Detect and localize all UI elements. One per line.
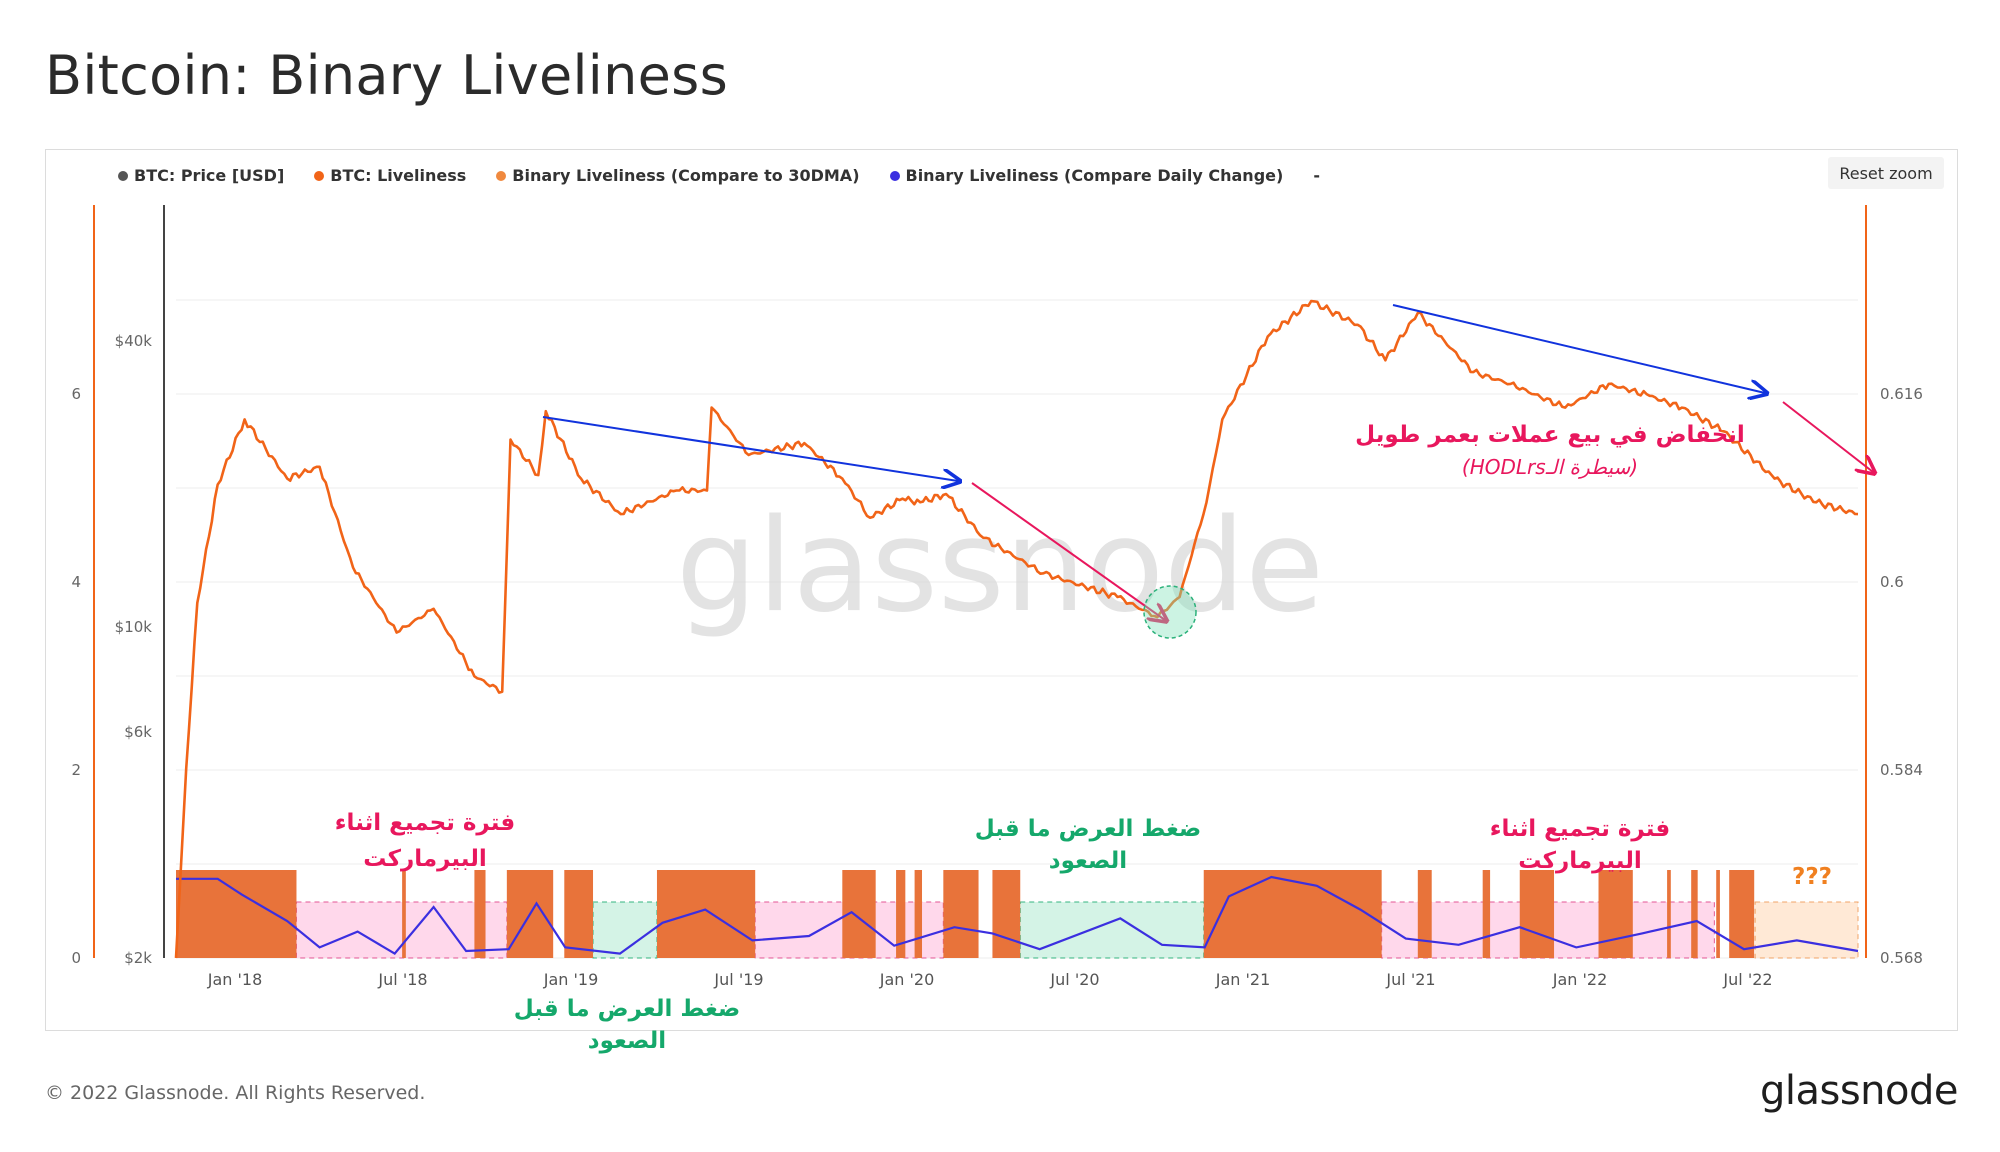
daily-change-line — [176, 875, 1859, 956]
annotation-text: فترة تجميع اثناء — [335, 810, 515, 836]
legend-item-price[interactable]: BTC: Price [USD] — [118, 166, 284, 185]
binary-bar — [656, 870, 756, 958]
binary-bar — [943, 870, 979, 958]
shaded-region — [1019, 901, 1205, 959]
legend-dot-icon — [889, 170, 900, 181]
trend-arrow-pink — [1782, 401, 1873, 472]
binary-bar — [1691, 870, 1698, 958]
binary-bar — [992, 870, 1021, 958]
watermark: glassnode — [676, 492, 1324, 641]
legend-label: Binary Liveliness (Compare to 30DMA) — [512, 166, 860, 185]
trend-arrow-pink — [971, 482, 1165, 620]
far-left-tick-label: 6 — [71, 385, 81, 403]
legend-label: BTC: Liveliness — [330, 166, 467, 185]
binary-bar — [1482, 870, 1491, 958]
annotation-text: البيرماركت — [1518, 848, 1641, 874]
chart-legend: BTC: Price [USD] BTC: Liveliness Binary … — [118, 166, 1320, 185]
annotation-text: الصعود — [588, 1028, 666, 1054]
brand-logo: glassnode — [1759, 1068, 1959, 1114]
price-tick-label: $2k — [124, 949, 152, 967]
right-tick-label: 0.6 — [1880, 573, 1904, 591]
reset-zoom-button[interactable]: Reset zoom — [1828, 157, 1944, 189]
price-tick-label: $6k — [124, 723, 152, 741]
price-tick-label: $10k — [115, 618, 153, 636]
annotation-text: ??? — [1792, 864, 1832, 890]
x-tick-label: Jul '18 — [377, 970, 427, 989]
legend-item-liveliness[interactable]: BTC: Liveliness — [314, 166, 466, 185]
far-left-tick-label: 2 — [71, 761, 81, 779]
binary-bar — [1729, 870, 1755, 958]
annotation-text: البيرماركت — [363, 846, 486, 872]
legend-dot-icon — [314, 170, 325, 181]
legend-item-binary-30dma[interactable]: Binary Liveliness (Compare to 30DMA) — [496, 166, 860, 185]
annotation-text: ضغط العرض ما قبل — [514, 996, 740, 1022]
copyright-text: © 2022 Glassnode. All Rights Reserved. — [45, 1082, 426, 1104]
legend-label: - — [1313, 166, 1320, 185]
x-tick-label: Jan '20 — [879, 970, 935, 989]
binary-bar — [176, 870, 297, 958]
right-tick-label: 0.584 — [1880, 761, 1923, 779]
annotation-text: فترة تجميع اثناء — [1490, 816, 1670, 842]
far-left-tick-label: 0 — [71, 949, 81, 967]
trend-arrow-blue — [1392, 304, 1765, 393]
legend-dot-icon — [496, 170, 507, 181]
chart-frame — [45, 149, 1958, 1031]
shaded-region — [1754, 901, 1859, 959]
x-tick-label: Jul '22 — [1722, 970, 1772, 989]
binary-bar — [896, 870, 906, 958]
x-tick-label: Jul '21 — [1385, 970, 1435, 989]
legend-label: BTC: Price [USD] — [134, 166, 285, 185]
binary-bar — [1417, 870, 1432, 958]
binary-bar — [474, 870, 486, 958]
x-tick-label: Jul '20 — [1049, 970, 1099, 989]
annotation-text: ضغط العرض ما قبل — [975, 816, 1201, 842]
right-tick-label: 0.568 — [1880, 949, 1923, 967]
binary-bar — [1598, 870, 1633, 958]
page-title: Bitcoin: Binary Liveliness — [45, 44, 729, 107]
x-tick-label: Jul '19 — [713, 970, 763, 989]
x-tick-label: Jan '22 — [1552, 970, 1608, 989]
far-left-tick-label: 4 — [71, 573, 81, 591]
x-tick-label: Jan '21 — [1215, 970, 1271, 989]
binary-bar — [1203, 870, 1382, 958]
legend-dot-icon — [118, 170, 128, 181]
binary-bar — [1667, 870, 1671, 958]
annotation-text: انخفاض في بيع عملات بعمر طويل — [1355, 422, 1745, 448]
binary-bar — [1519, 870, 1555, 958]
x-tick-label: Jan '19 — [543, 970, 599, 989]
highlight-circle — [1143, 585, 1197, 639]
annotation-text: الصعود — [1049, 848, 1127, 874]
price-tick-label: $40k — [115, 332, 153, 350]
right-tick-label: 0.616 — [1880, 385, 1923, 403]
liveliness-line — [174, 299, 1859, 959]
binary-bar — [402, 870, 406, 958]
legend-item-binary-daily[interactable]: Binary Liveliness (Compare Daily Change) — [889, 166, 1284, 185]
trend-arrow-blue — [542, 416, 958, 481]
binary-bar — [1716, 870, 1720, 958]
legend-label: Binary Liveliness (Compare Daily Change) — [905, 166, 1284, 185]
binary-bar — [564, 870, 594, 958]
binary-bar — [914, 870, 923, 958]
x-tick-label: Jan '18 — [207, 970, 263, 989]
shaded-region — [295, 901, 508, 959]
annotation-text: (سيطرة الـHODLrs) — [1462, 455, 1638, 479]
legend-item-extra[interactable]: - — [1313, 166, 1320, 185]
